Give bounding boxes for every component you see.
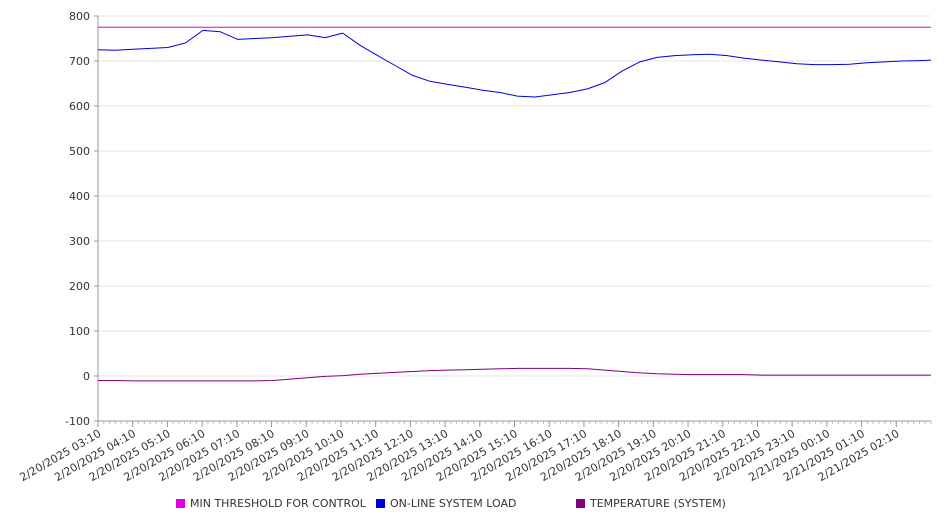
y-tick-label: 500 (69, 145, 90, 158)
legend-label-min-threshold: MIN THRESHOLD FOR CONTROL (190, 497, 366, 510)
legend-item-system-load: ON-LINE SYSTEM LOAD (376, 497, 516, 510)
legend-item-temperature: TEMPERATURE (SYSTEM) (576, 497, 726, 510)
legend-label-system-load: ON-LINE SYSTEM LOAD (390, 497, 517, 510)
y-tick-label: 100 (69, 325, 90, 338)
series-line-system-load (97, 29, 932, 98)
series-lines (97, 26, 932, 382)
y-tick-label: 800 (69, 10, 90, 23)
legend-swatch-min-threshold (176, 499, 185, 508)
legend-swatch-temperature (576, 499, 585, 508)
y-tick-label: 200 (69, 280, 90, 293)
gridlines (98, 15, 931, 422)
legend-label-temperature: TEMPERATURE (SYSTEM) (590, 497, 726, 510)
y-tick-label: 0 (83, 370, 90, 383)
y-tick-label: 700 (69, 55, 90, 68)
legend: MIN THRESHOLD FOR CONTROL ON-LINE SYSTEM… (0, 497, 946, 515)
y-tick-label: -100 (65, 415, 90, 428)
series-line-temperature (98, 367, 931, 382)
y-tick-label: 300 (69, 235, 90, 248)
y-axis-ticks: 800 700 600 500 400 300 200 100 0 -100 (65, 10, 98, 428)
y-tick-label: 400 (69, 190, 90, 203)
legend-swatch-system-load (376, 499, 385, 508)
axes (97, 16, 931, 422)
y-tick-label: 600 (69, 100, 90, 113)
legend-item-min-threshold: MIN THRESHOLD FOR CONTROL (176, 497, 366, 510)
x-axis-ticks: 2/20/2025 03:102/20/2025 04:102/20/2025 … (18, 421, 932, 484)
